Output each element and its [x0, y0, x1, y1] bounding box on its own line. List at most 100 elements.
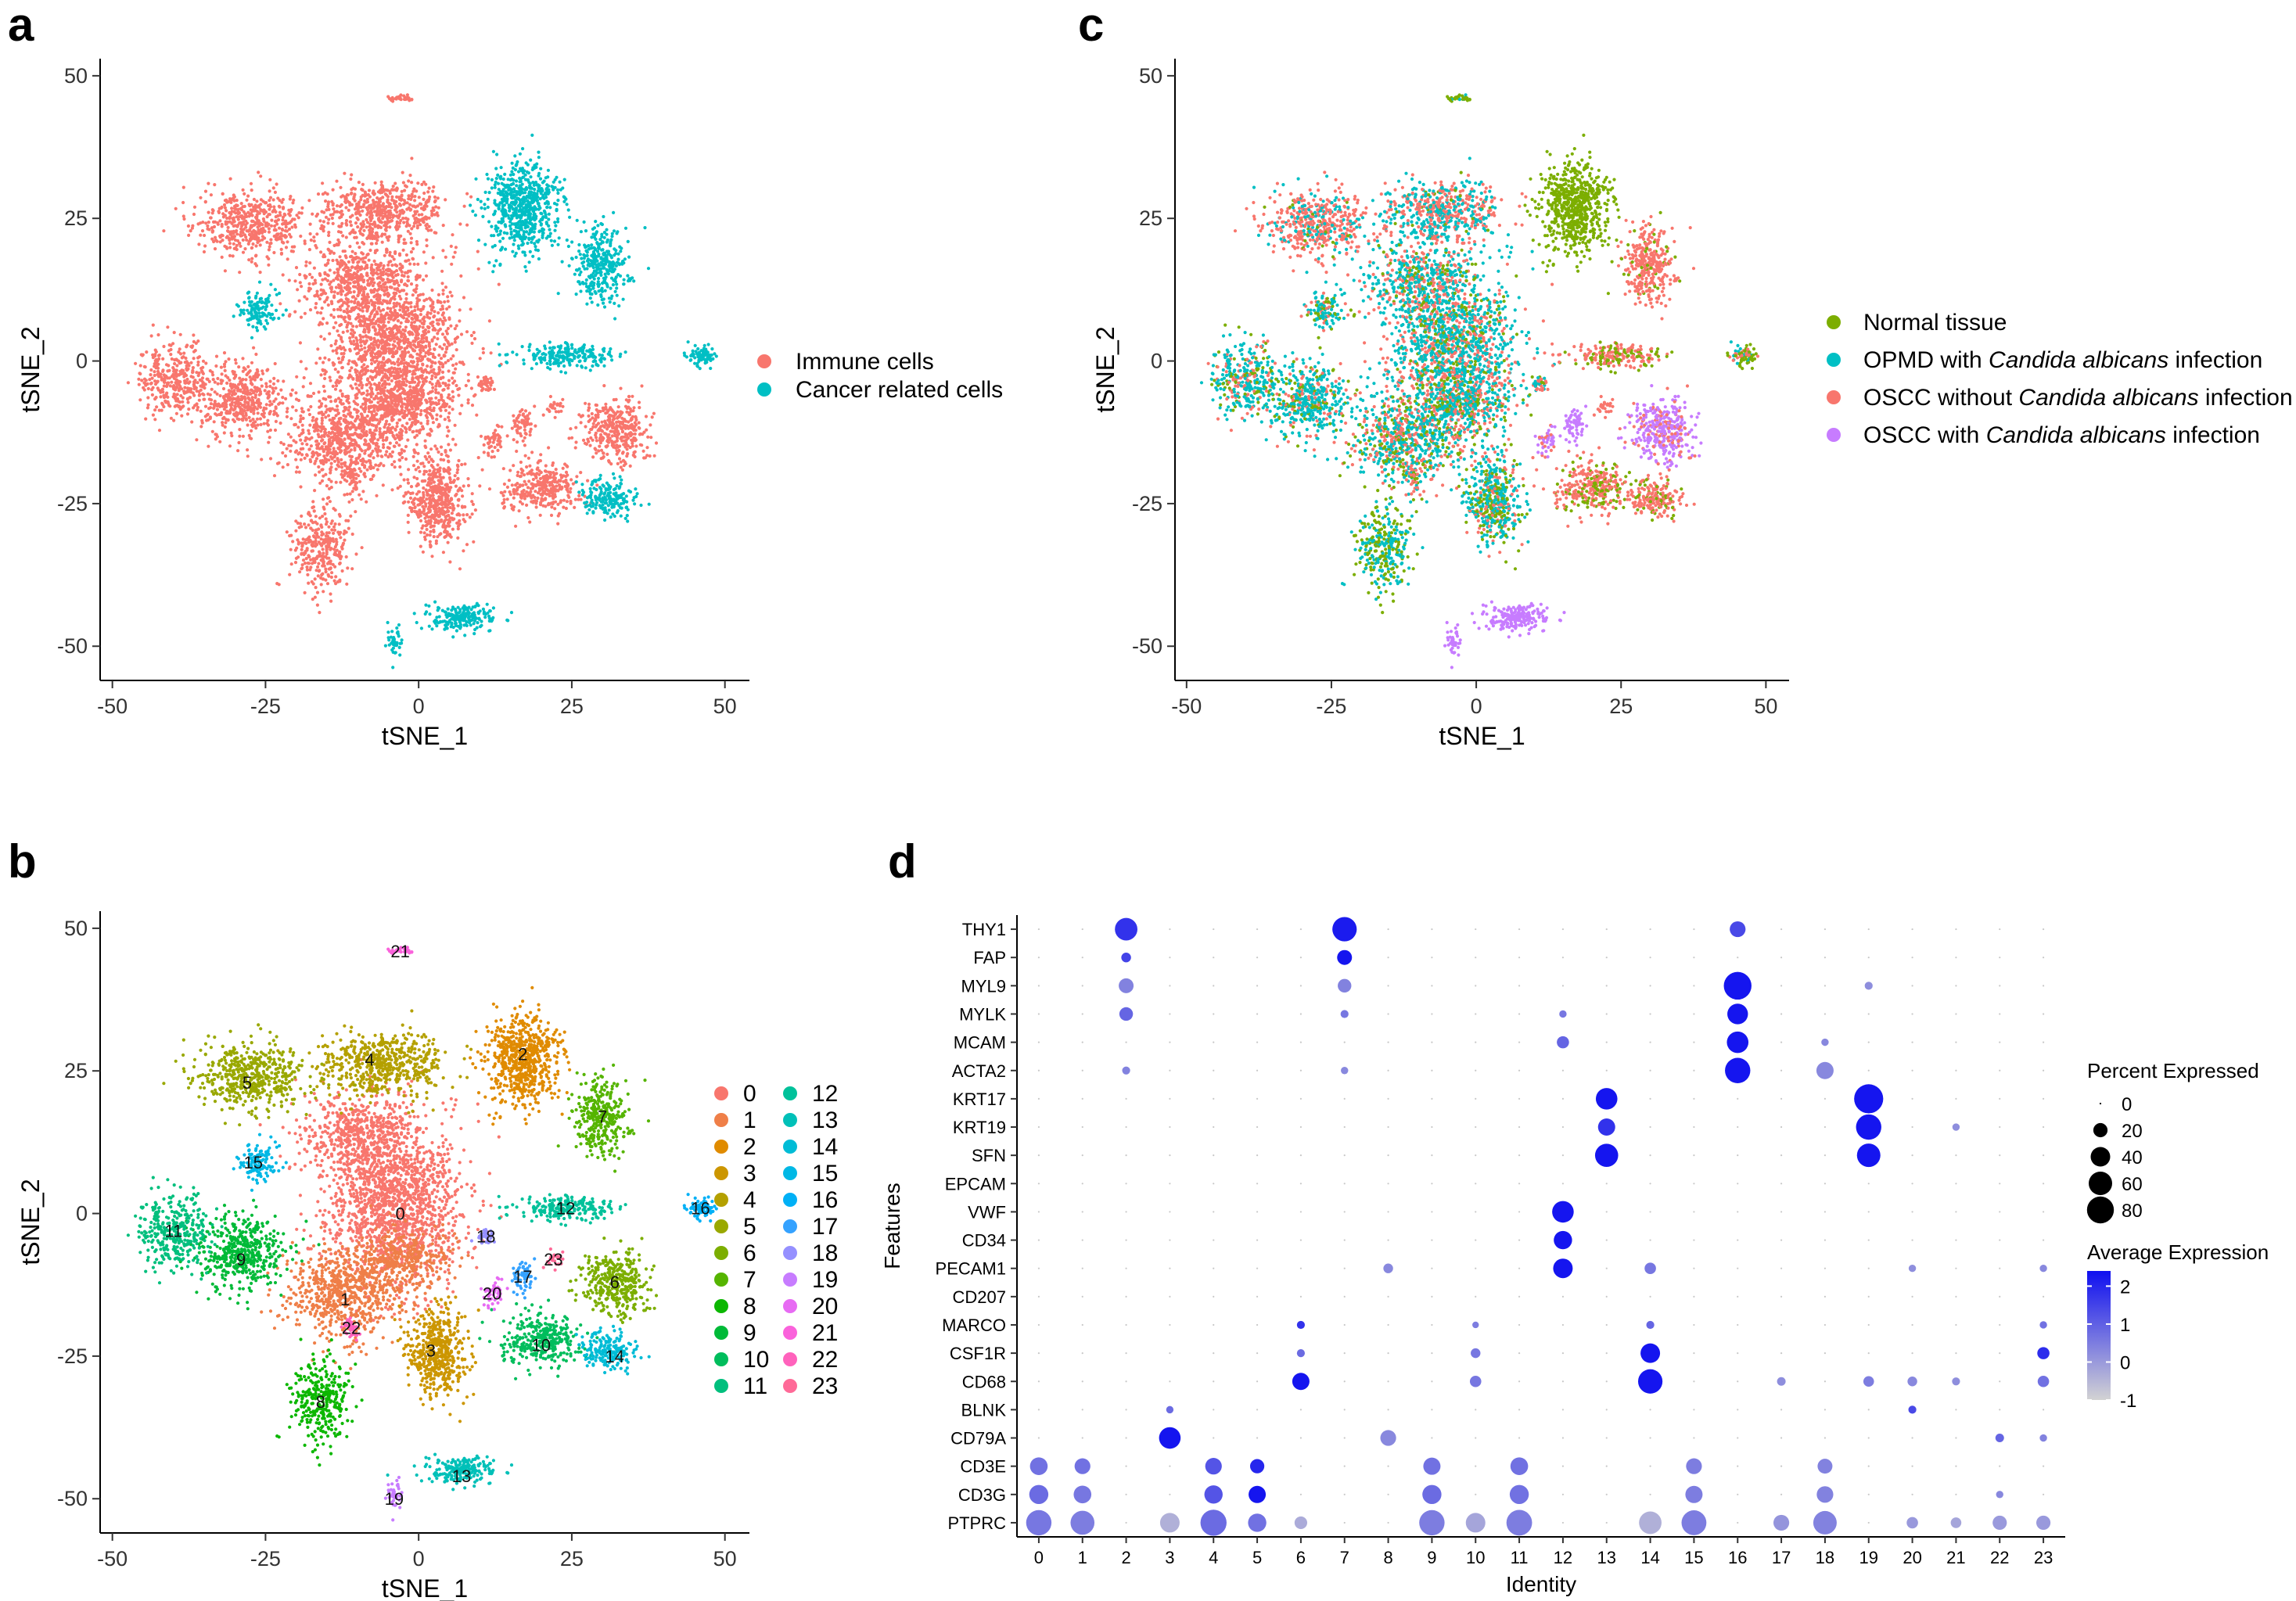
cell-point: [338, 375, 342, 379]
cell-point: [424, 224, 428, 228]
cell-point: [350, 278, 354, 282]
cell-point: [358, 426, 361, 430]
cell-point: [324, 199, 328, 203]
cell-point: [343, 493, 347, 497]
cell-point: [483, 206, 487, 210]
cell-point: [375, 388, 379, 392]
cell-point: [422, 349, 426, 353]
cell-point: [411, 491, 415, 495]
cell-point: [382, 445, 386, 450]
cell-point: [414, 468, 418, 472]
cell-point: [246, 242, 250, 246]
cell-point: [327, 233, 331, 238]
cell-point: [407, 411, 411, 415]
cell-point: [301, 428, 305, 433]
cell-point: [430, 338, 434, 342]
cell-point: [440, 370, 445, 374]
cell-point: [382, 331, 386, 335]
cell-point: [490, 186, 494, 190]
cell-point: [466, 372, 470, 376]
cell-point: [440, 269, 444, 273]
cell-point: [387, 343, 391, 346]
cell-point: [460, 462, 464, 467]
cell-point: [383, 232, 387, 236]
cell-point: [417, 213, 421, 217]
cell-point: [518, 176, 522, 180]
cell-point: [316, 433, 320, 436]
cell-point: [365, 213, 369, 217]
cell-point: [541, 217, 544, 221]
cell-point: [365, 364, 369, 368]
cell-point: [434, 390, 438, 394]
cell-point: [368, 210, 372, 214]
cell-point: [453, 474, 457, 478]
cell-point: [359, 344, 363, 348]
cell-point: [343, 293, 348, 297]
cell-point: [378, 219, 382, 223]
cell-point: [375, 468, 379, 472]
cell-point: [380, 383, 384, 388]
cell-point: [408, 496, 413, 501]
cell-point: [420, 334, 424, 338]
cell-point: [314, 417, 318, 421]
cell-point: [441, 322, 445, 326]
cell-point: [401, 424, 404, 428]
cell-point: [398, 418, 402, 422]
cell-point: [318, 272, 322, 276]
cell-point: [361, 287, 365, 291]
cell-point: [456, 387, 460, 391]
cell-point: [340, 203, 343, 207]
cell-point: [330, 199, 334, 203]
cell-point: [434, 396, 438, 400]
cell-point: [437, 498, 441, 502]
cell-point: [384, 339, 388, 343]
cell-point: [483, 203, 487, 206]
cell-point: [432, 368, 436, 372]
cell-point: [380, 240, 384, 244]
cell-point: [336, 457, 340, 461]
cell-point: [543, 202, 548, 206]
cell-point: [409, 485, 414, 489]
cell-point: [509, 230, 513, 234]
cell-point: [426, 494, 429, 497]
cell-point: [375, 293, 379, 296]
cell-point: [408, 208, 412, 212]
cell-point: [351, 306, 355, 310]
cell-point: [322, 384, 325, 389]
cell-point: [267, 248, 271, 252]
cell-point: [162, 229, 166, 233]
cell-point: [343, 254, 347, 258]
cell-point: [543, 210, 547, 214]
cell-point: [344, 197, 348, 201]
cell-point: [556, 191, 560, 196]
cell-point: [295, 465, 300, 469]
cell-point: [354, 370, 358, 374]
cell-point: [556, 242, 560, 246]
cell-point: [556, 199, 560, 203]
cell-point: [336, 460, 340, 464]
cell-point: [417, 220, 421, 224]
cell-point: [490, 178, 494, 181]
cell-point: [361, 260, 365, 264]
cell-point: [319, 311, 323, 315]
cell-point: [253, 203, 257, 207]
cell-point: [375, 272, 379, 276]
cell-point: [374, 418, 378, 422]
cell-point: [350, 295, 354, 299]
cell-point: [536, 183, 540, 187]
cell-point: [433, 199, 437, 203]
cell-point: [408, 408, 411, 412]
cell-point: [352, 443, 356, 447]
cell-point: [492, 213, 496, 217]
cell-point: [280, 240, 284, 244]
cell-point: [368, 231, 372, 235]
cell-point: [372, 200, 376, 204]
cell-point: [371, 206, 375, 210]
cell-point: [393, 465, 397, 469]
cell-point: [401, 248, 405, 252]
cell-point: [426, 451, 430, 455]
cell-point: [368, 235, 372, 239]
cell-point: [396, 319, 401, 323]
cell-point: [337, 465, 341, 468]
cell-point: [533, 224, 537, 228]
